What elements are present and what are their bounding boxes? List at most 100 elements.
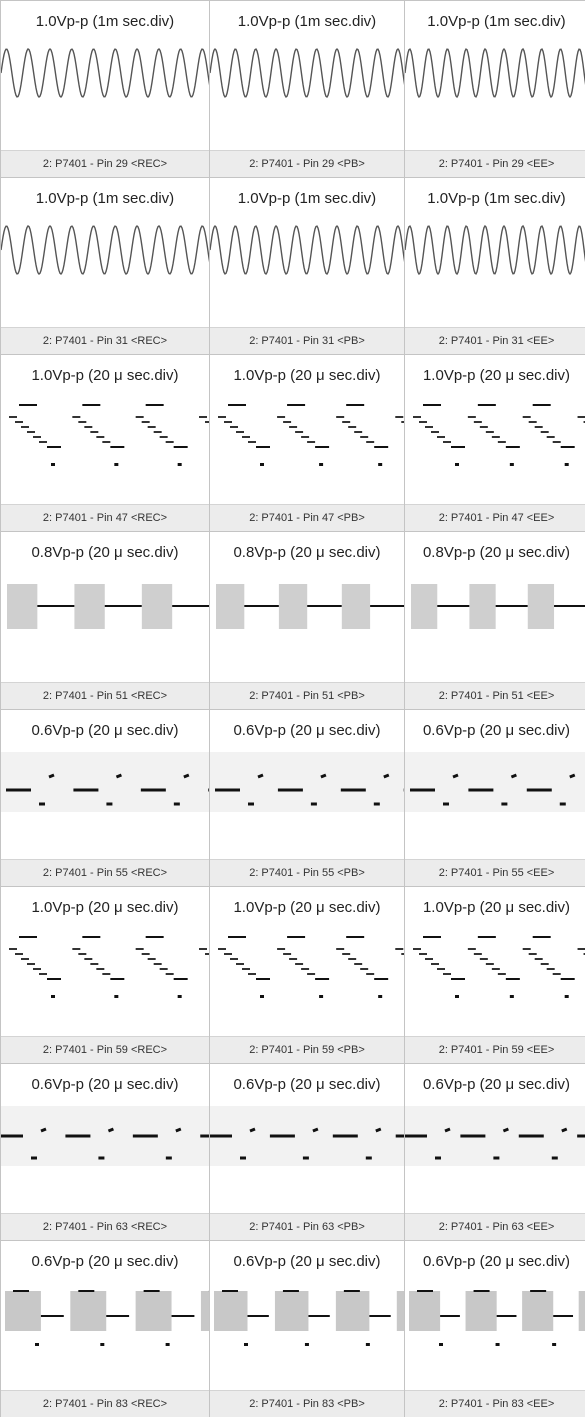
cell-title: 1.0Vp-p (20 μ sec.div) [233, 367, 381, 385]
waveform [1, 48, 209, 98]
cell-title: 1.0Vp-p (1m sec.div) [35, 190, 175, 208]
waveform [9, 404, 209, 467]
waveform [216, 584, 404, 630]
scope-cell: 1.0Vp-p (20 μ sec.div) 2: P7401 - Pin 47 … [209, 354, 405, 533]
cell-caption: 2: P7401 - Pin 83 <REC> [1, 1390, 209, 1417]
trace [278, 584, 308, 630]
waveform [405, 751, 585, 812]
cell-caption: 2: P7401 - Pin 47 <EE> [405, 504, 585, 532]
trace [70, 1290, 107, 1331]
waveform [1, 225, 209, 276]
cell-title: 0.6Vp-p (20 μ sec.div) [233, 1252, 381, 1270]
cell-caption: 2: P7401 - Pin 47 <REC> [1, 504, 209, 532]
waveform [210, 751, 404, 812]
trace [214, 1290, 248, 1331]
cell-title: 1.0Vp-p (1m sec.div) [427, 13, 566, 30]
trace [375, 1127, 382, 1133]
waveform [210, 225, 404, 276]
trace [409, 1290, 441, 1331]
trace [319, 994, 324, 998]
trace [165, 1342, 170, 1346]
waveform [411, 584, 585, 630]
cell-caption: 2: P7401 - Pin 55 <EE> [405, 858, 585, 886]
trace [341, 584, 371, 630]
trace [183, 773, 190, 778]
scope-cell: 1.0Vp-p (1m sec.div) 2: P7401 - Pin 29 <P… [209, 0, 405, 179]
trace [177, 463, 182, 467]
trace [260, 994, 264, 998]
scope-cell: 1.0Vp-p (1m sec.div) 2: P7401 - Pin 31 <R… [0, 177, 210, 356]
waveform [5, 1289, 209, 1346]
cell-title: 0.6Vp-p (20 μ sec.div) [31, 1075, 179, 1093]
trace [1, 751, 209, 812]
trace [439, 1342, 443, 1346]
cell-title: 1.0Vp-p (1m sec.div) [35, 13, 175, 30]
trace [200, 1290, 209, 1331]
waveform [409, 1289, 585, 1346]
cell-title: 0.8Vp-p (20 μ sec.div) [422, 544, 571, 562]
trace [502, 1127, 509, 1133]
waveform [218, 935, 404, 998]
trace [564, 994, 569, 998]
trace [40, 1127, 47, 1133]
scope-cell: 1.0Vp-p (20 μ sec.div) 2: P7401 - Pin 47 … [404, 354, 585, 533]
trace [378, 994, 383, 998]
trace [509, 463, 514, 467]
trace [114, 463, 119, 467]
trace [320, 773, 327, 778]
trace [216, 584, 245, 630]
cell-caption: 2: P7401 - Pin 29 <REC> [1, 150, 209, 178]
trace [74, 584, 105, 630]
trace [405, 47, 585, 99]
trace [115, 773, 122, 778]
cell-title: 0.8Vp-p (20 μ sec.div) [233, 544, 381, 562]
trace [469, 584, 496, 630]
trace [260, 463, 264, 467]
trace [561, 1127, 568, 1133]
cell-title: 1.0Vp-p (20 μ sec.div) [31, 898, 179, 916]
scope-cell: 1.0Vp-p (20 μ sec.div) 2: P7401 - Pin 59 … [404, 885, 585, 1064]
trace [35, 1342, 39, 1346]
trace [177, 994, 182, 998]
cell-caption: 2: P7401 - Pin 51 <REC> [1, 681, 209, 709]
waveform [405, 1105, 585, 1166]
trace [527, 584, 555, 630]
scope-cell: 0.8Vp-p (20 μ sec.div) 2: P7401 - Pin 51 … [209, 531, 405, 710]
trace [396, 1290, 404, 1331]
trace [135, 1290, 172, 1331]
trace [210, 225, 404, 276]
scope-cell: 1.0Vp-p (20 μ sec.div) 2: P7401 - Pin 59 … [0, 885, 210, 1064]
scope-cell: 1.0Vp-p (1m sec.div) 2: P7401 - Pin 31 <P… [209, 177, 405, 356]
scope-cell: 1.0Vp-p (1m sec.div) 2: P7401 - Pin 29 <R… [0, 0, 210, 179]
waveform [214, 1289, 404, 1346]
trace [210, 1105, 404, 1166]
cell-title: 0.6Vp-p (20 μ sec.div) [31, 1252, 179, 1270]
trace [552, 1342, 557, 1346]
trace [244, 1342, 248, 1346]
waveform [405, 47, 585, 99]
trace [455, 994, 459, 998]
cell-caption: 2: P7401 - Pin 31 <EE> [405, 327, 585, 355]
trace [51, 463, 55, 467]
trace [319, 463, 324, 467]
cell-title: 1.0Vp-p (1m sec.div) [237, 190, 377, 208]
trace [114, 994, 119, 998]
scope-cell: 1.0Vp-p (1m sec.div) 2: P7401 - Pin 31 <E… [404, 177, 585, 356]
scope-cell: 0.8Vp-p (20 μ sec.div) 2: P7401 - Pin 51 … [404, 531, 585, 710]
cell-title: 0.6Vp-p (20 μ sec.div) [233, 721, 381, 739]
scope-cell: 0.6Vp-p (20 μ sec.div) 2: P7401 - Pin 55 … [404, 708, 585, 887]
cell-title: 0.6Vp-p (20 μ sec.div) [31, 721, 179, 739]
scope-cell: 1.0Vp-p (20 μ sec.div) 2: P7401 - Pin 59 … [209, 885, 405, 1064]
cell-caption: 2: P7401 - Pin 51 <EE> [405, 681, 585, 709]
cell-title: 1.0Vp-p (20 μ sec.div) [31, 367, 179, 385]
trace [495, 1342, 500, 1346]
trace [312, 1127, 319, 1133]
waveform [218, 404, 404, 467]
trace [405, 751, 585, 812]
trace [365, 1342, 370, 1346]
cell-caption: 2: P7401 - Pin 83 <EE> [405, 1390, 585, 1417]
trace [1, 1105, 209, 1166]
scope-cell: 0.6Vp-p (20 μ sec.div) 2: P7401 - Pin 63 … [209, 1062, 405, 1241]
trace [1, 48, 209, 98]
